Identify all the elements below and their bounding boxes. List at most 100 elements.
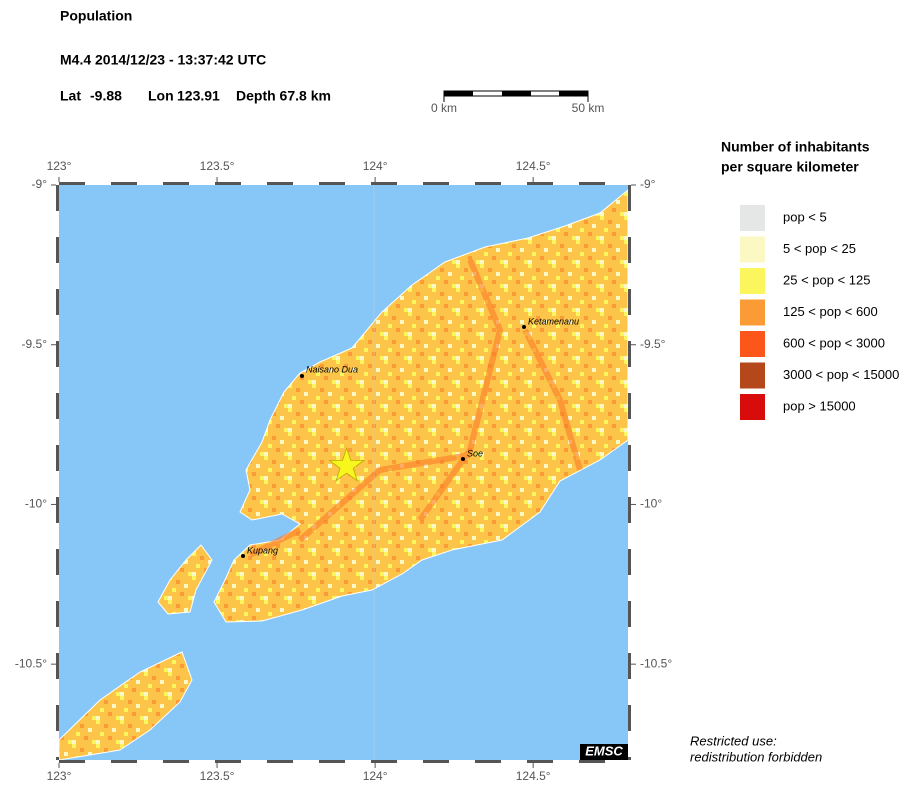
frame (628, 315, 631, 341)
lon-label: Lon (148, 88, 174, 104)
frame (56, 757, 59, 760)
y-tick-label: -9° (640, 177, 656, 191)
city-label: Ketamenanu (528, 316, 579, 326)
legend-label: 25 < pop < 125 (783, 272, 870, 287)
frame (56, 627, 59, 653)
frame (628, 497, 631, 523)
frame (56, 549, 59, 575)
frame (56, 211, 59, 237)
frame (56, 497, 59, 523)
frame (56, 419, 59, 445)
frame (628, 289, 631, 315)
frame (628, 445, 631, 471)
frame (137, 182, 163, 185)
frame (475, 182, 501, 185)
scale-bar (443, 90, 589, 102)
frame (553, 182, 579, 185)
legend-title: per square kilometer (721, 159, 859, 175)
frame (605, 760, 628, 763)
frame (293, 760, 319, 763)
frame (628, 341, 631, 367)
frame (163, 182, 189, 185)
lat-label: Lat (60, 88, 81, 104)
frame (215, 760, 241, 763)
legend-swatch (740, 268, 765, 294)
frame (423, 760, 449, 763)
frame (56, 731, 59, 757)
legend-label: 125 < pop < 600 (783, 304, 878, 319)
frame (345, 760, 371, 763)
frame (163, 760, 189, 763)
frame (397, 182, 423, 185)
frame (397, 760, 423, 763)
frame (189, 760, 215, 763)
frame (628, 757, 631, 760)
y-tick-label: -10.5° (15, 656, 47, 670)
frame (501, 182, 527, 185)
frame (579, 182, 605, 185)
frame (628, 601, 631, 627)
legend-label: pop > 15000 (783, 398, 856, 413)
city-label: Kupang (247, 545, 278, 555)
frame (56, 445, 59, 471)
frame (56, 705, 59, 731)
y-tick-label: -9.5° (640, 337, 666, 351)
frame (628, 627, 631, 653)
x-tick-label: 124.5° (516, 769, 551, 783)
frame (628, 211, 631, 237)
frame (553, 760, 579, 763)
x-tick-label: 123° (47, 159, 72, 173)
city-label: Naisano Dua (306, 364, 358, 374)
frame (267, 182, 293, 185)
frame (56, 653, 59, 679)
frame (628, 419, 631, 445)
lon: 123.91 (177, 88, 220, 104)
scale-start: 0 km (431, 101, 457, 115)
frame (579, 760, 605, 763)
frame (111, 182, 137, 185)
lat: -9.88 (90, 88, 122, 104)
legend-swatch (740, 394, 765, 420)
frame (59, 182, 85, 185)
frame (137, 760, 163, 763)
legend-label: 3000 < pop < 15000 (783, 367, 899, 382)
x-tick-label: 123° (47, 769, 72, 783)
frame (319, 182, 345, 185)
frame (628, 653, 631, 679)
x-tick-label: 123.5° (200, 159, 235, 173)
depth: Depth 67.8 km (236, 88, 331, 104)
y-tick-label: -9° (32, 177, 48, 191)
frame (85, 760, 111, 763)
notice: Restricted use: (690, 733, 777, 748)
credit: EMSC (585, 743, 623, 758)
x-tick-label: 124° (363, 769, 388, 783)
frame (371, 182, 397, 185)
frame (628, 263, 631, 289)
frame (59, 760, 85, 763)
epicenter (328, 446, 365, 482)
frame (628, 185, 631, 211)
frame (293, 182, 319, 185)
y-tick-label: -10° (640, 497, 662, 511)
frame (56, 471, 59, 497)
frame (628, 523, 631, 549)
frame (241, 182, 267, 185)
frame (501, 760, 527, 763)
frame (628, 575, 631, 601)
frame (56, 523, 59, 549)
frame (628, 237, 631, 263)
legend-swatch (740, 331, 765, 357)
event: M4.4 2014/12/23 - 13:37:42 UTC (60, 52, 266, 68)
frame (628, 705, 631, 731)
frame (628, 549, 631, 575)
x-tick-label: 124° (363, 159, 388, 173)
city-label: Soe (467, 448, 483, 458)
frame (56, 679, 59, 705)
frame (628, 731, 631, 757)
frame (628, 471, 631, 497)
legend-title: Number of inhabitants (721, 139, 870, 155)
frame (628, 393, 631, 419)
x-tick-label: 123.5° (200, 769, 235, 783)
frame (56, 367, 59, 393)
